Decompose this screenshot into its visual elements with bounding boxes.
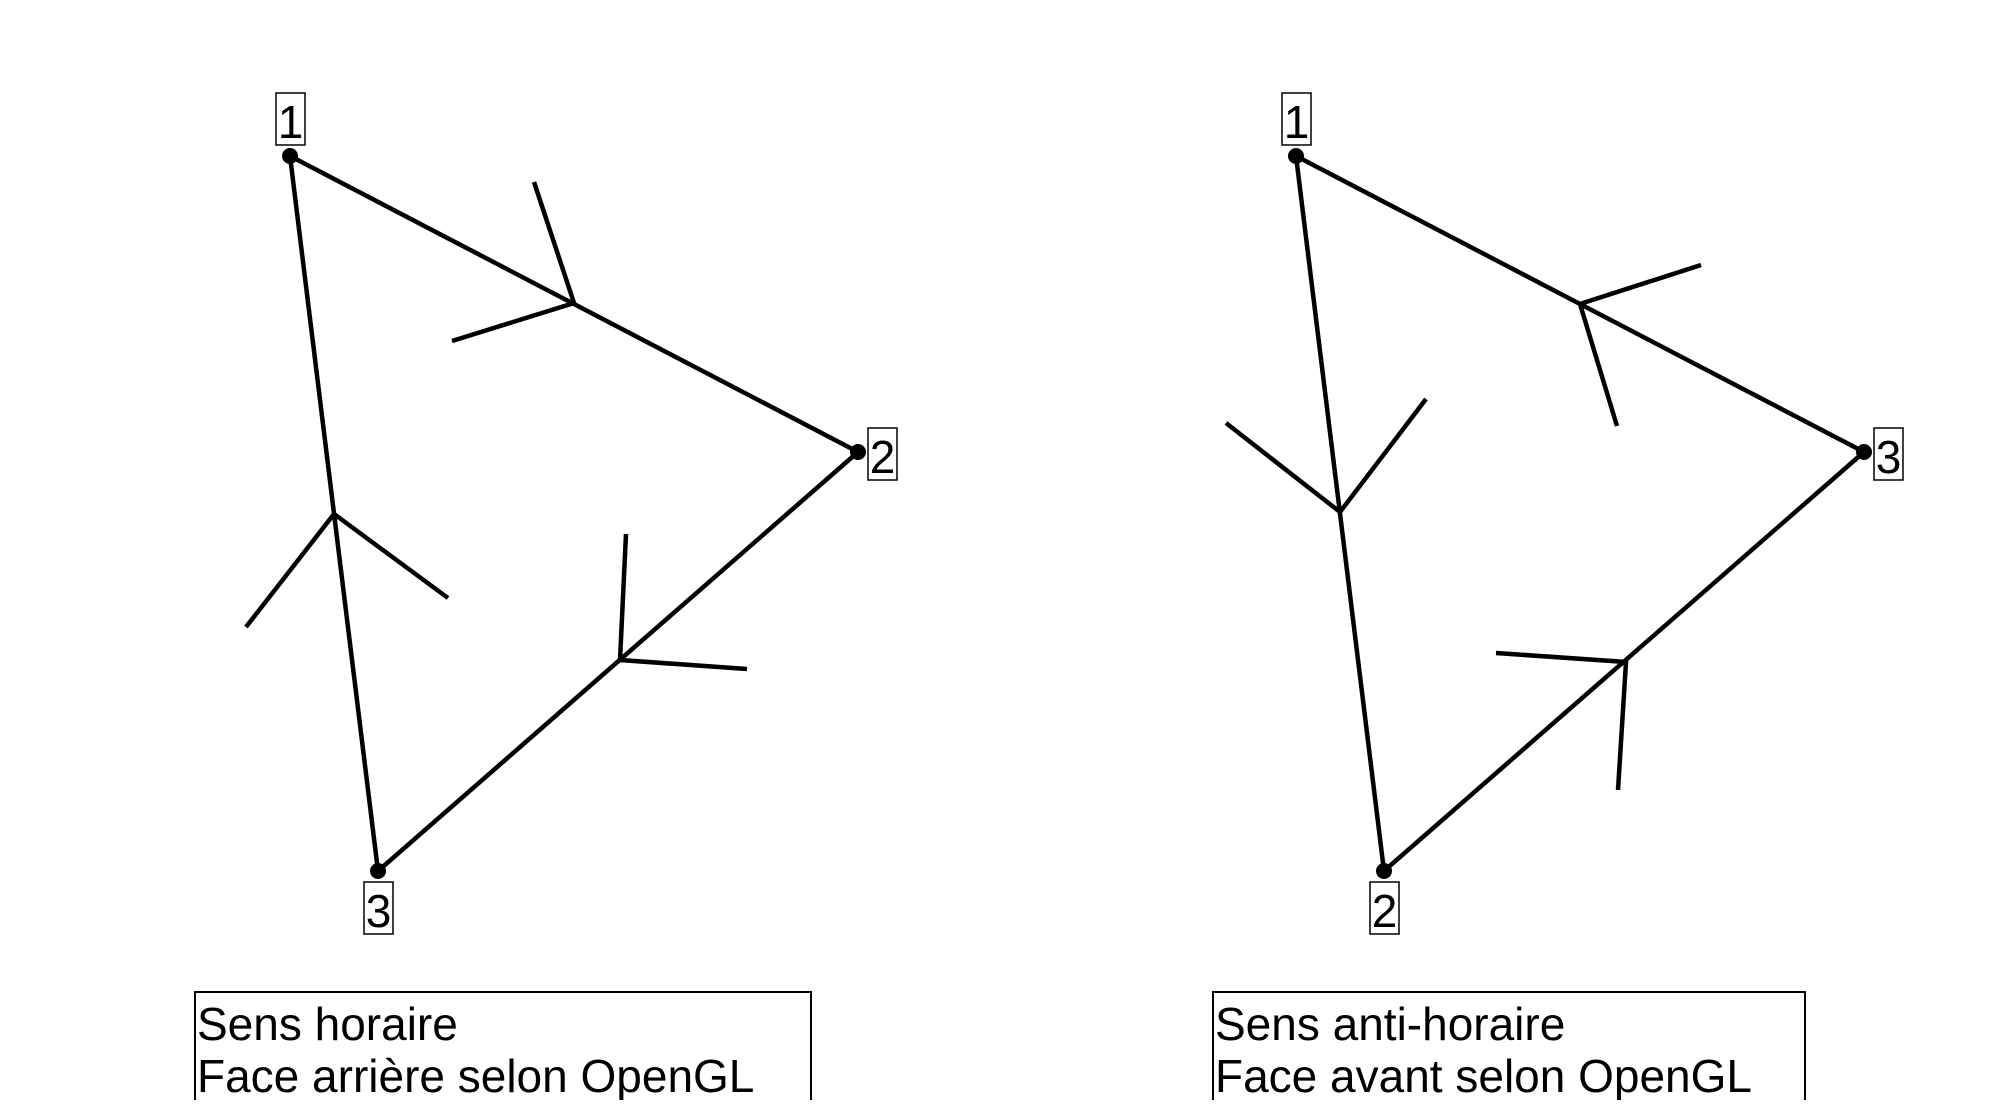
vertex-label-b: 3	[1873, 427, 1904, 483]
triangle-edges	[1293, 153, 1867, 874]
vertex-label-c: 3	[363, 881, 394, 937]
vertex-label-text: 1	[1284, 96, 1310, 148]
arrow-edge-1-2	[1224, 397, 1428, 516]
vertex-label-b: 2	[867, 427, 898, 483]
caption-line-1: Sens horaire	[197, 998, 458, 1050]
direction-arrows	[1224, 262, 1702, 791]
panel-counterclockwise: 1 3 2 Sens anti-horaire Face avant selon…	[1212, 92, 1904, 1105]
vertex-label-text: 3	[1876, 431, 1902, 483]
vertex-dot-b	[850, 444, 866, 460]
arrow-edge-3-1	[244, 510, 450, 629]
caption-line-2: Face avant selon OpenGL	[1215, 1050, 1752, 1100]
vertex-label-a: 1	[275, 92, 306, 148]
arrow-edge-3-1	[1577, 262, 1702, 427]
vertex-markers	[282, 148, 866, 879]
vertex-label-text: 2	[1372, 885, 1398, 937]
vertex-markers	[1288, 148, 1872, 879]
vertex-label-text: 3	[366, 885, 392, 937]
arrow-edge-1-2	[451, 181, 577, 344]
caption-line-2: Face arrière selon OpenGL	[197, 1050, 754, 1100]
panel-clockwise: 1 2 3 Sens horaire Face arrière selon Op…	[194, 92, 898, 1105]
vertex-label-text: 2	[870, 431, 896, 483]
vertex-dot-b	[1856, 444, 1872, 460]
triangle-edges	[287, 153, 861, 874]
vertex-label-a: 1	[1281, 92, 1312, 148]
vertex-label-text: 1	[278, 96, 304, 148]
vertex-dot-c	[1376, 863, 1392, 879]
vertex-dot-c	[370, 863, 386, 879]
caption-box: Sens anti-horaire Face avant selon OpenG…	[1212, 991, 1806, 1105]
direction-arrows	[244, 181, 748, 672]
vertex-dot-a	[1288, 148, 1304, 164]
arrow-edge-2-3	[1495, 650, 1629, 791]
caption-box: Sens horaire Face arrière selon OpenGL	[194, 991, 812, 1105]
vertex-label-c: 2	[1369, 881, 1400, 937]
arrow-edge-2-3	[617, 533, 748, 672]
caption-line-1: Sens anti-horaire	[1215, 998, 1565, 1050]
vertex-dot-a	[282, 148, 298, 164]
